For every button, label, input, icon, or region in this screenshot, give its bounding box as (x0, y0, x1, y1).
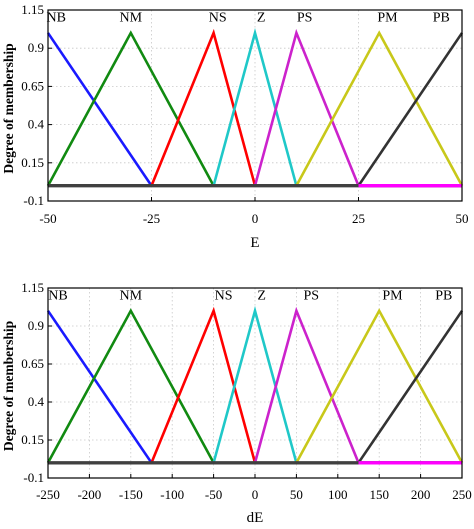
x-tick-label: 25 (352, 211, 365, 226)
x-tick-label: -100 (160, 487, 184, 502)
series-line-z (212, 305, 298, 464)
y-axis-label: Degree of membership (1, 43, 16, 173)
plot-area (48, 10, 462, 201)
x-tick-label: 50 (290, 487, 303, 502)
series-line-pm (295, 308, 464, 464)
series-line-pm (295, 30, 464, 187)
series-label-pm: PM (382, 289, 403, 304)
series-label-pb: PB (435, 289, 452, 304)
series-line-pb (357, 310, 464, 464)
y-tick-label: 0.4 (28, 117, 45, 132)
y-tick-label: 0.65 (21, 356, 44, 371)
series-label-pb: PB (433, 11, 450, 26)
series-line-z (212, 27, 298, 187)
chart-panel-2: NB NM NS Z PS PM PB -250 -200 -150 -100 -50 0 50 100 15… (1, 280, 472, 526)
series-line-nb (46, 310, 153, 464)
series-line-pb (357, 32, 464, 187)
series-label-nm: NM (120, 11, 143, 26)
x-tick-label: 250 (452, 487, 472, 502)
x-tick-label: -50 (39, 211, 56, 226)
series-line-nm (46, 308, 215, 464)
x-tick-label: 50 (456, 211, 469, 226)
series-label-z: Z (257, 11, 266, 26)
y-tick-label: -0.1 (23, 193, 44, 208)
y-tick-label: -0.1 (23, 470, 44, 485)
plot-area (48, 288, 462, 478)
series-label-z: Z (257, 289, 266, 304)
series-label-pm: PM (377, 11, 398, 26)
series-line-nm (46, 30, 215, 187)
x-tick-label: 150 (369, 487, 389, 502)
series-label-nb: NB (47, 11, 66, 26)
x-tick-label: -50 (205, 487, 222, 502)
series-label-nb: NB (48, 289, 67, 304)
series-label-ps: PS (304, 289, 320, 304)
x-tick-label: 0 (252, 487, 259, 502)
y-axis-label: Degree of membership (1, 321, 16, 451)
x-tick-label: 0 (252, 211, 259, 226)
y-tick-label: 1.15 (21, 2, 44, 17)
series-line-ns (150, 306, 257, 464)
x-tick-label: 100 (328, 487, 348, 502)
x-axis-label: dE (247, 510, 264, 526)
series-label-ps: PS (297, 11, 313, 26)
y-tick-label: 0.15 (21, 155, 44, 170)
y-tick-label: 0.65 (21, 78, 44, 93)
series-line-nb (46, 32, 153, 187)
x-tick-label: -25 (143, 211, 160, 226)
series-line-ps (253, 28, 360, 187)
series-label-ns: NS (215, 289, 233, 304)
series-line-ps (253, 306, 360, 464)
series-line-ns (150, 28, 257, 187)
x-tick-label: -200 (77, 487, 101, 502)
y-tick-label: 0.9 (28, 40, 44, 55)
x-tick-label: -250 (36, 487, 60, 502)
x-tick-label: -150 (119, 487, 143, 502)
y-tick-label: 0.9 (28, 318, 44, 333)
series-label-nm: NM (120, 289, 143, 304)
series-label-ns: NS (209, 11, 227, 26)
x-axis-label: E (250, 235, 259, 251)
y-tick-label: 0.15 (21, 432, 44, 447)
x-tick-label: 200 (411, 487, 431, 502)
y-tick-label: 1.15 (21, 280, 44, 295)
chart-panel-1: NB NM NS Z PS PM PB -50 -25 0 25 50 -0.1 0.15 0.4 0.65 0… (1, 2, 469, 251)
y-tick-label: 0.4 (28, 394, 45, 409)
